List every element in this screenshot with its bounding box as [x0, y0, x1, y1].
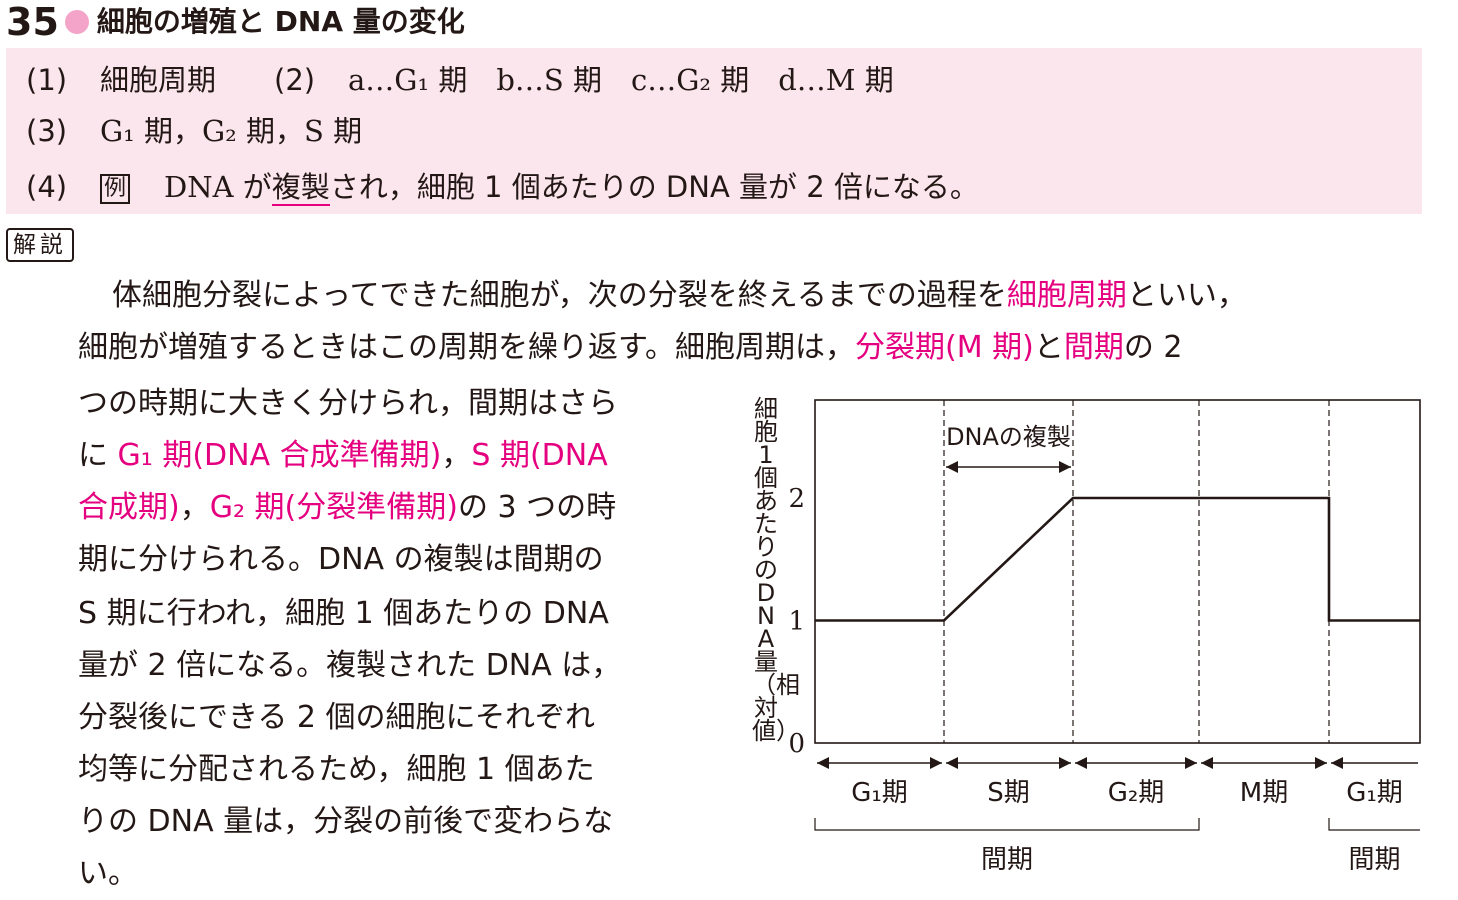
phase-label: G₁期 [1346, 778, 1403, 808]
phase-label: S期 [987, 778, 1030, 808]
arrowhead-icon [1075, 757, 1087, 769]
answer-text: 細胞周期 [100, 63, 217, 97]
pink-dot-icon [64, 10, 89, 34]
answer-line-4: (4) 例 DNA が複製され，細胞 1 個あたりの DNA 量が 2 倍になる。 [26, 167, 979, 207]
example-icon: 例 [100, 174, 131, 204]
answer-text: G₁ 期，G₂ 期，S 期 [100, 114, 363, 148]
text-line: 体細胞分裂によってできた細胞が，次の分裂を終えるまでの過程を細胞周期といい， [112, 278, 1247, 313]
answer-number: (1) [26, 63, 68, 97]
text-line: りの DNA 量は，分裂の前後で変わらな [78, 804, 614, 839]
answer-number: (4) [26, 170, 68, 204]
y-tick-label: 2 [788, 484, 805, 514]
arrowhead-icon [1201, 757, 1213, 769]
answer-text: され，細胞 1 個あたりの DNA 量が 2 倍になる。 [329, 170, 979, 204]
text-line: S 期に行われ，細胞 1 個あたりの DNA [78, 596, 609, 631]
interphase-bracket [814, 818, 1200, 831]
answer-box: (1) 細胞周期 (2) a…G₁ 期 b…S 期 c…G₂ 期 d…M 期 (3) G… [6, 48, 1422, 214]
replication-label: DNAの複製 [946, 423, 1071, 451]
explanation-label: 解説 [6, 228, 74, 262]
text-line: 期に分けられる。DNA の複製は間期の [78, 542, 604, 577]
answer-line-1: (1) 細胞周期 (2) a…G₁ 期 b…S 期 c…G₂ 期 d…M 期 [26, 60, 894, 100]
answer-line-3: (3) G₁ 期，G₂ 期，S 期 [26, 111, 362, 151]
arrowhead-icon [1315, 757, 1327, 769]
answer-text: a…G₁ 期 b…S 期 c…G₂ 期 d…M 期 [348, 63, 894, 97]
phase-label: G₂期 [1108, 778, 1165, 808]
arrowhead-icon [1059, 461, 1071, 473]
text-line: 分裂後にできる 2 個の細胞にそれぞれ [78, 700, 595, 735]
text-line: 量が 2 倍になる。複製された DNA は， [78, 648, 622, 683]
arrowhead-icon [930, 757, 942, 769]
arrowhead-icon [946, 757, 958, 769]
answer-underlined: 複製 [271, 170, 330, 206]
question-header: 35 細胞の増殖と DNA 量の変化 [6, 0, 465, 44]
bracket-label: 間期 [981, 845, 1033, 875]
phase-label: M期 [1240, 778, 1288, 808]
text-line: 均等に分配されるため，細胞 1 個あた [78, 752, 595, 787]
bracket-label: 間期 [1348, 845, 1400, 875]
arrowhead-icon [1059, 757, 1071, 769]
answer-text: DNA が [164, 170, 272, 204]
interphase-bracket [1328, 818, 1420, 831]
text-line: に G₁ 期(DNA 合成準備期)，S 期(DNA [78, 438, 608, 473]
phase-label: G₁期 [851, 778, 908, 808]
arrowhead-icon [817, 757, 829, 769]
text-line: つの時期に大きく分けられ，間期はさら [78, 386, 618, 421]
y-tick-label: 0 [788, 729, 805, 759]
question-title: 細胞の増殖と DNA 量の変化 [96, 5, 465, 38]
text-line: い。 [78, 856, 138, 891]
answer-number: (3) [26, 114, 68, 148]
question-number: 35 [6, 0, 59, 44]
y-tick-label: 1 [788, 607, 805, 637]
arrowhead-icon [1185, 757, 1197, 769]
answer-number: (2) [274, 63, 316, 97]
text-line: 合成期)，G₂ 期(分裂準備期)の 3 つの時 [78, 490, 617, 525]
arrowhead-icon [946, 461, 958, 473]
arrowhead-icon [1331, 757, 1343, 769]
plot-frame [814, 399, 1421, 744]
dna-amount-line [815, 496, 1420, 622]
text-line: 細胞が増殖するときはこの周期を繰り返す。細胞周期は，分裂期(M 期)と間期の 2 [78, 330, 1183, 365]
